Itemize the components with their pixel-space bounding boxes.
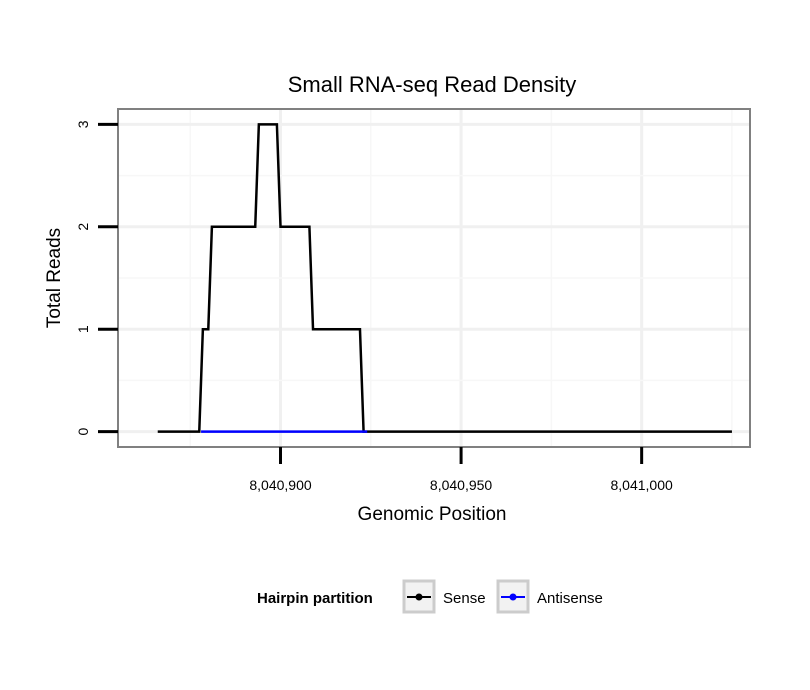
legend-point-antisense — [509, 593, 517, 601]
series-line-sense — [157, 123, 732, 433]
series-layer — [157, 123, 732, 433]
legend-item-antisense: Antisense — [496, 579, 603, 614]
legend-label-sense: Sense — [443, 590, 486, 607]
legend-title: Hairpin partition — [257, 590, 373, 607]
legend-point-sense — [415, 593, 423, 601]
y-tick-label: 2 — [75, 223, 91, 231]
y-tick-label: 3 — [75, 120, 91, 128]
y-tick-label: 1 — [75, 325, 91, 333]
legend: Hairpin partition Sense Antisense — [257, 579, 603, 614]
x-tick-label: 8,040,950 — [430, 477, 492, 493]
x-axis-title: Genomic Position — [358, 504, 507, 525]
legend-item-sense: Sense — [402, 579, 486, 614]
plot-panel-border — [117, 108, 751, 448]
x-tick-label: 8,040,900 — [249, 477, 311, 493]
y-tick-label: 0 — [75, 428, 91, 436]
legend-label-antisense: Antisense — [537, 590, 603, 607]
chart-title: Small RNA-seq Read Density — [288, 72, 577, 97]
x-tick-label: 8,041,000 — [611, 477, 673, 493]
y-axis-title: Total Reads — [44, 228, 65, 328]
axis-layer: 8,040,900 8,040,950 8,041,000 0 1 2 3 — [75, 120, 673, 493]
